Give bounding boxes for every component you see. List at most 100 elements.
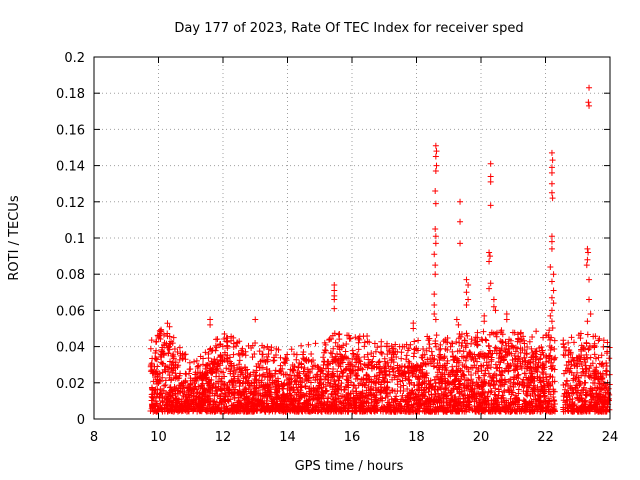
- data-point: [222, 393, 229, 400]
- data-point: [400, 388, 407, 395]
- data-point: [403, 352, 410, 359]
- data-point: [521, 354, 528, 361]
- data-point: [151, 397, 158, 404]
- data-point: [584, 331, 591, 338]
- data-point: [600, 380, 607, 387]
- data-point: [480, 388, 487, 395]
- data-point: [256, 372, 263, 379]
- data-point: [400, 382, 407, 389]
- data-point: [181, 399, 188, 406]
- data-point: [548, 149, 555, 156]
- data-point: [489, 375, 496, 382]
- data-point: [478, 367, 485, 374]
- data-point: [156, 327, 163, 334]
- data-point: [339, 373, 346, 380]
- data-point: [379, 374, 386, 381]
- data-point: [160, 331, 167, 338]
- data-point: [512, 355, 519, 362]
- data-point: [549, 325, 556, 332]
- data-point: [595, 398, 602, 405]
- data-point: [493, 377, 500, 384]
- data-point: [392, 341, 399, 348]
- data-point: [495, 392, 502, 399]
- data-point: [267, 386, 274, 393]
- data-point: [331, 287, 338, 294]
- data-point: [389, 366, 396, 373]
- data-point: [226, 387, 233, 394]
- data-point: [286, 406, 293, 413]
- data-point: [355, 335, 362, 342]
- data-point: [421, 380, 428, 387]
- data-point: [335, 387, 342, 394]
- data-point: [394, 348, 401, 355]
- data-point: [151, 363, 158, 370]
- data-point: [484, 365, 491, 372]
- data-point: [431, 251, 438, 258]
- data-point: [245, 342, 252, 349]
- data-point: [600, 337, 607, 344]
- data-point: [159, 393, 166, 400]
- data-point: [342, 402, 349, 409]
- data-point: [534, 384, 541, 391]
- data-point: [548, 233, 555, 240]
- data-point: [523, 350, 530, 357]
- data-point: [416, 397, 423, 404]
- data-point: [586, 276, 593, 283]
- data-point: [437, 394, 444, 401]
- data-point: [157, 351, 164, 358]
- data-point: [383, 386, 390, 393]
- data-point: [406, 369, 413, 376]
- data-point: [487, 389, 494, 396]
- data-point: [224, 352, 231, 359]
- data-point: [325, 377, 332, 384]
- data-point: [331, 296, 338, 303]
- data-point: [213, 367, 220, 374]
- data-point: [463, 408, 470, 415]
- data-point: [471, 362, 478, 369]
- data-point: [501, 346, 508, 353]
- data-point: [431, 301, 438, 308]
- data-point: [550, 393, 557, 400]
- data-point: [167, 358, 174, 365]
- data-point: [206, 367, 213, 374]
- data-point: [255, 377, 262, 384]
- data-point: [474, 358, 481, 365]
- data-point: [459, 362, 466, 369]
- data-point: [213, 405, 220, 412]
- data-point: [270, 357, 277, 364]
- data-point: [439, 373, 446, 380]
- data-point: [483, 337, 490, 344]
- data-point: [433, 364, 440, 371]
- data-point: [262, 358, 269, 365]
- data-point: [548, 189, 555, 196]
- data-point: [312, 403, 319, 410]
- data-point: [154, 400, 161, 407]
- data-point: [281, 359, 288, 366]
- data-point: [598, 352, 605, 359]
- data-point: [493, 395, 500, 402]
- data-point: [353, 404, 360, 411]
- data-point: [548, 307, 555, 314]
- data-point: [444, 335, 451, 342]
- data-point: [487, 178, 494, 185]
- data-point: [603, 368, 610, 375]
- data-point: [364, 372, 371, 379]
- data-point: [586, 403, 593, 410]
- data-point: [193, 401, 200, 408]
- data-point: [561, 370, 568, 377]
- data-point: [523, 351, 530, 358]
- data-point: [378, 349, 385, 356]
- data-point: [487, 160, 494, 167]
- data-point: [431, 355, 438, 362]
- y-tick-label: 0.16: [56, 123, 85, 138]
- data-point: [511, 352, 518, 359]
- data-point: [333, 396, 340, 403]
- data-point: [165, 406, 172, 413]
- data-point: [498, 345, 505, 352]
- data-point: [443, 392, 450, 399]
- data-point: [575, 408, 582, 415]
- data-point: [551, 408, 558, 415]
- data-point: [259, 342, 266, 349]
- data-point: [528, 370, 535, 377]
- data-point: [180, 392, 187, 399]
